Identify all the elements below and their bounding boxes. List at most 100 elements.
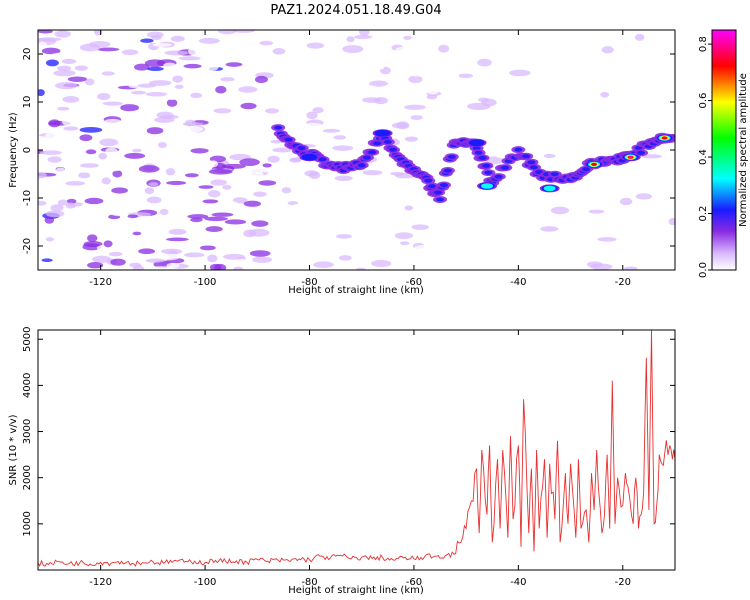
heatmap-cell	[288, 224, 308, 233]
heatmap-cell	[79, 163, 99, 168]
heatmap-cell	[145, 91, 168, 97]
heatmap-cell	[159, 208, 169, 215]
heatmap-cell	[363, 85, 377, 94]
heatmap-cell	[434, 236, 457, 244]
heatmap-cell	[221, 201, 240, 208]
x-tick-label: -20	[615, 577, 631, 588]
heatmap-cell	[97, 92, 111, 100]
heatmap-cell	[55, 82, 78, 90]
heatmap-cell	[271, 216, 293, 222]
heatmap-cell	[188, 47, 199, 56]
heatmap-cell	[336, 234, 352, 239]
heatmap-cell	[409, 70, 428, 77]
heatmap-y-label: Frequency (Hz)	[8, 112, 19, 188]
heatmap-cell	[45, 237, 54, 242]
x-tick-label: -120	[89, 577, 112, 588]
heatmap-cell	[509, 69, 531, 77]
heatmap-cell	[38, 41, 47, 49]
heatmap-cell	[218, 120, 227, 127]
heatmap-cell	[281, 187, 292, 194]
heatmap-cell	[157, 142, 167, 149]
heatmap-cell	[224, 219, 247, 225]
heatmap-cell	[427, 88, 439, 95]
heatmap-cell	[353, 34, 372, 40]
heatmap-cell	[84, 197, 104, 205]
heatmap-ridge-core	[530, 165, 539, 170]
snr-frame	[37, 329, 676, 571]
heatmap-cell	[540, 83, 552, 88]
heatmap-cell	[44, 195, 65, 201]
heatmap-cell	[668, 218, 675, 226]
heatmap-cell	[213, 108, 232, 114]
heatmap-cell	[190, 92, 202, 99]
heatmap-cell	[395, 46, 412, 54]
heatmap-cell	[254, 75, 268, 84]
heatmap-cell	[467, 102, 491, 111]
heatmap-ridge-core	[274, 125, 283, 130]
heatmap-cell	[147, 66, 164, 71]
y-tick-label: 10	[22, 96, 33, 109]
heatmap-cell	[371, 260, 392, 268]
heatmap-cell	[220, 77, 235, 82]
heatmap-cell	[87, 262, 104, 269]
heatmap-cell	[243, 200, 262, 207]
heatmap-cell	[207, 254, 218, 263]
heatmap-cell	[132, 126, 147, 134]
heatmap-cell	[45, 210, 65, 218]
heatmap-hotspot	[301, 153, 318, 161]
colorbar: 0.0 0.2 0.4 0.6 0.8 Normalized spectral ampl…	[698, 29, 749, 278]
heatmap-cell	[47, 156, 62, 163]
heatmap-cell	[113, 196, 132, 203]
heatmap-cell	[97, 47, 120, 52]
heatmap-cell	[303, 122, 323, 128]
heatmap-cell	[59, 235, 69, 242]
heatmap-cell	[276, 110, 300, 117]
y-tick-label: 3000	[22, 419, 33, 444]
heatmap-cell	[66, 198, 77, 204]
heatmap-cell	[103, 118, 122, 126]
heatmap-cell	[276, 153, 299, 159]
heatmap-cells	[38, 30, 675, 270]
colorbar-tick-label: 0.4	[698, 149, 709, 165]
heatmap-cell	[414, 245, 433, 251]
heatmap-ridge-core	[439, 182, 448, 187]
snr-y-ticks: 1000 2000 3000 4000 5000	[22, 327, 675, 537]
heatmap-cell	[111, 187, 128, 194]
heatmap-ridge-core	[484, 170, 493, 175]
heatmap-cell	[280, 166, 302, 174]
heatmap-cell	[153, 116, 175, 123]
heatmap-cell	[50, 204, 64, 212]
heatmap-cell	[165, 168, 176, 176]
heatmap-cell	[334, 175, 353, 182]
snr-x-ticks: -120 -100 -80 -60 -40 -20	[89, 330, 631, 588]
colorbar-ramp	[711, 29, 737, 271]
heatmap-cell	[207, 63, 219, 71]
heatmap-ridge-core	[494, 174, 503, 179]
heatmap-cell	[74, 260, 87, 268]
heatmap-cell	[187, 214, 209, 219]
heatmap-cell	[44, 216, 55, 224]
heatmap-cell	[251, 220, 269, 227]
heatmap-cell	[567, 52, 587, 59]
heatmap-ridge-core	[478, 155, 487, 160]
heatmap-ridge-core	[482, 163, 491, 168]
heatmap-cell	[431, 112, 448, 117]
colorbar-tick-label: 0.2	[698, 206, 709, 222]
heatmap-cell	[101, 71, 115, 76]
heatmap-cell	[103, 240, 113, 248]
heatmap-cell	[184, 125, 204, 133]
heatmap-cell	[404, 136, 418, 142]
heatmap-cell	[634, 33, 645, 41]
heatmap-cell	[38, 109, 44, 115]
heatmap-cell	[166, 98, 178, 107]
heatmap-cell	[144, 187, 155, 195]
heatmap-cell	[138, 248, 156, 255]
heatmap-cell	[272, 262, 290, 266]
x-tick-label: -60	[406, 277, 422, 288]
heatmap-cell	[163, 62, 177, 68]
heatmap-cell	[185, 192, 205, 201]
heatmap-ridge-core	[550, 172, 559, 177]
heatmap-cell	[74, 65, 88, 71]
heatmap-ridge-core	[318, 157, 327, 162]
